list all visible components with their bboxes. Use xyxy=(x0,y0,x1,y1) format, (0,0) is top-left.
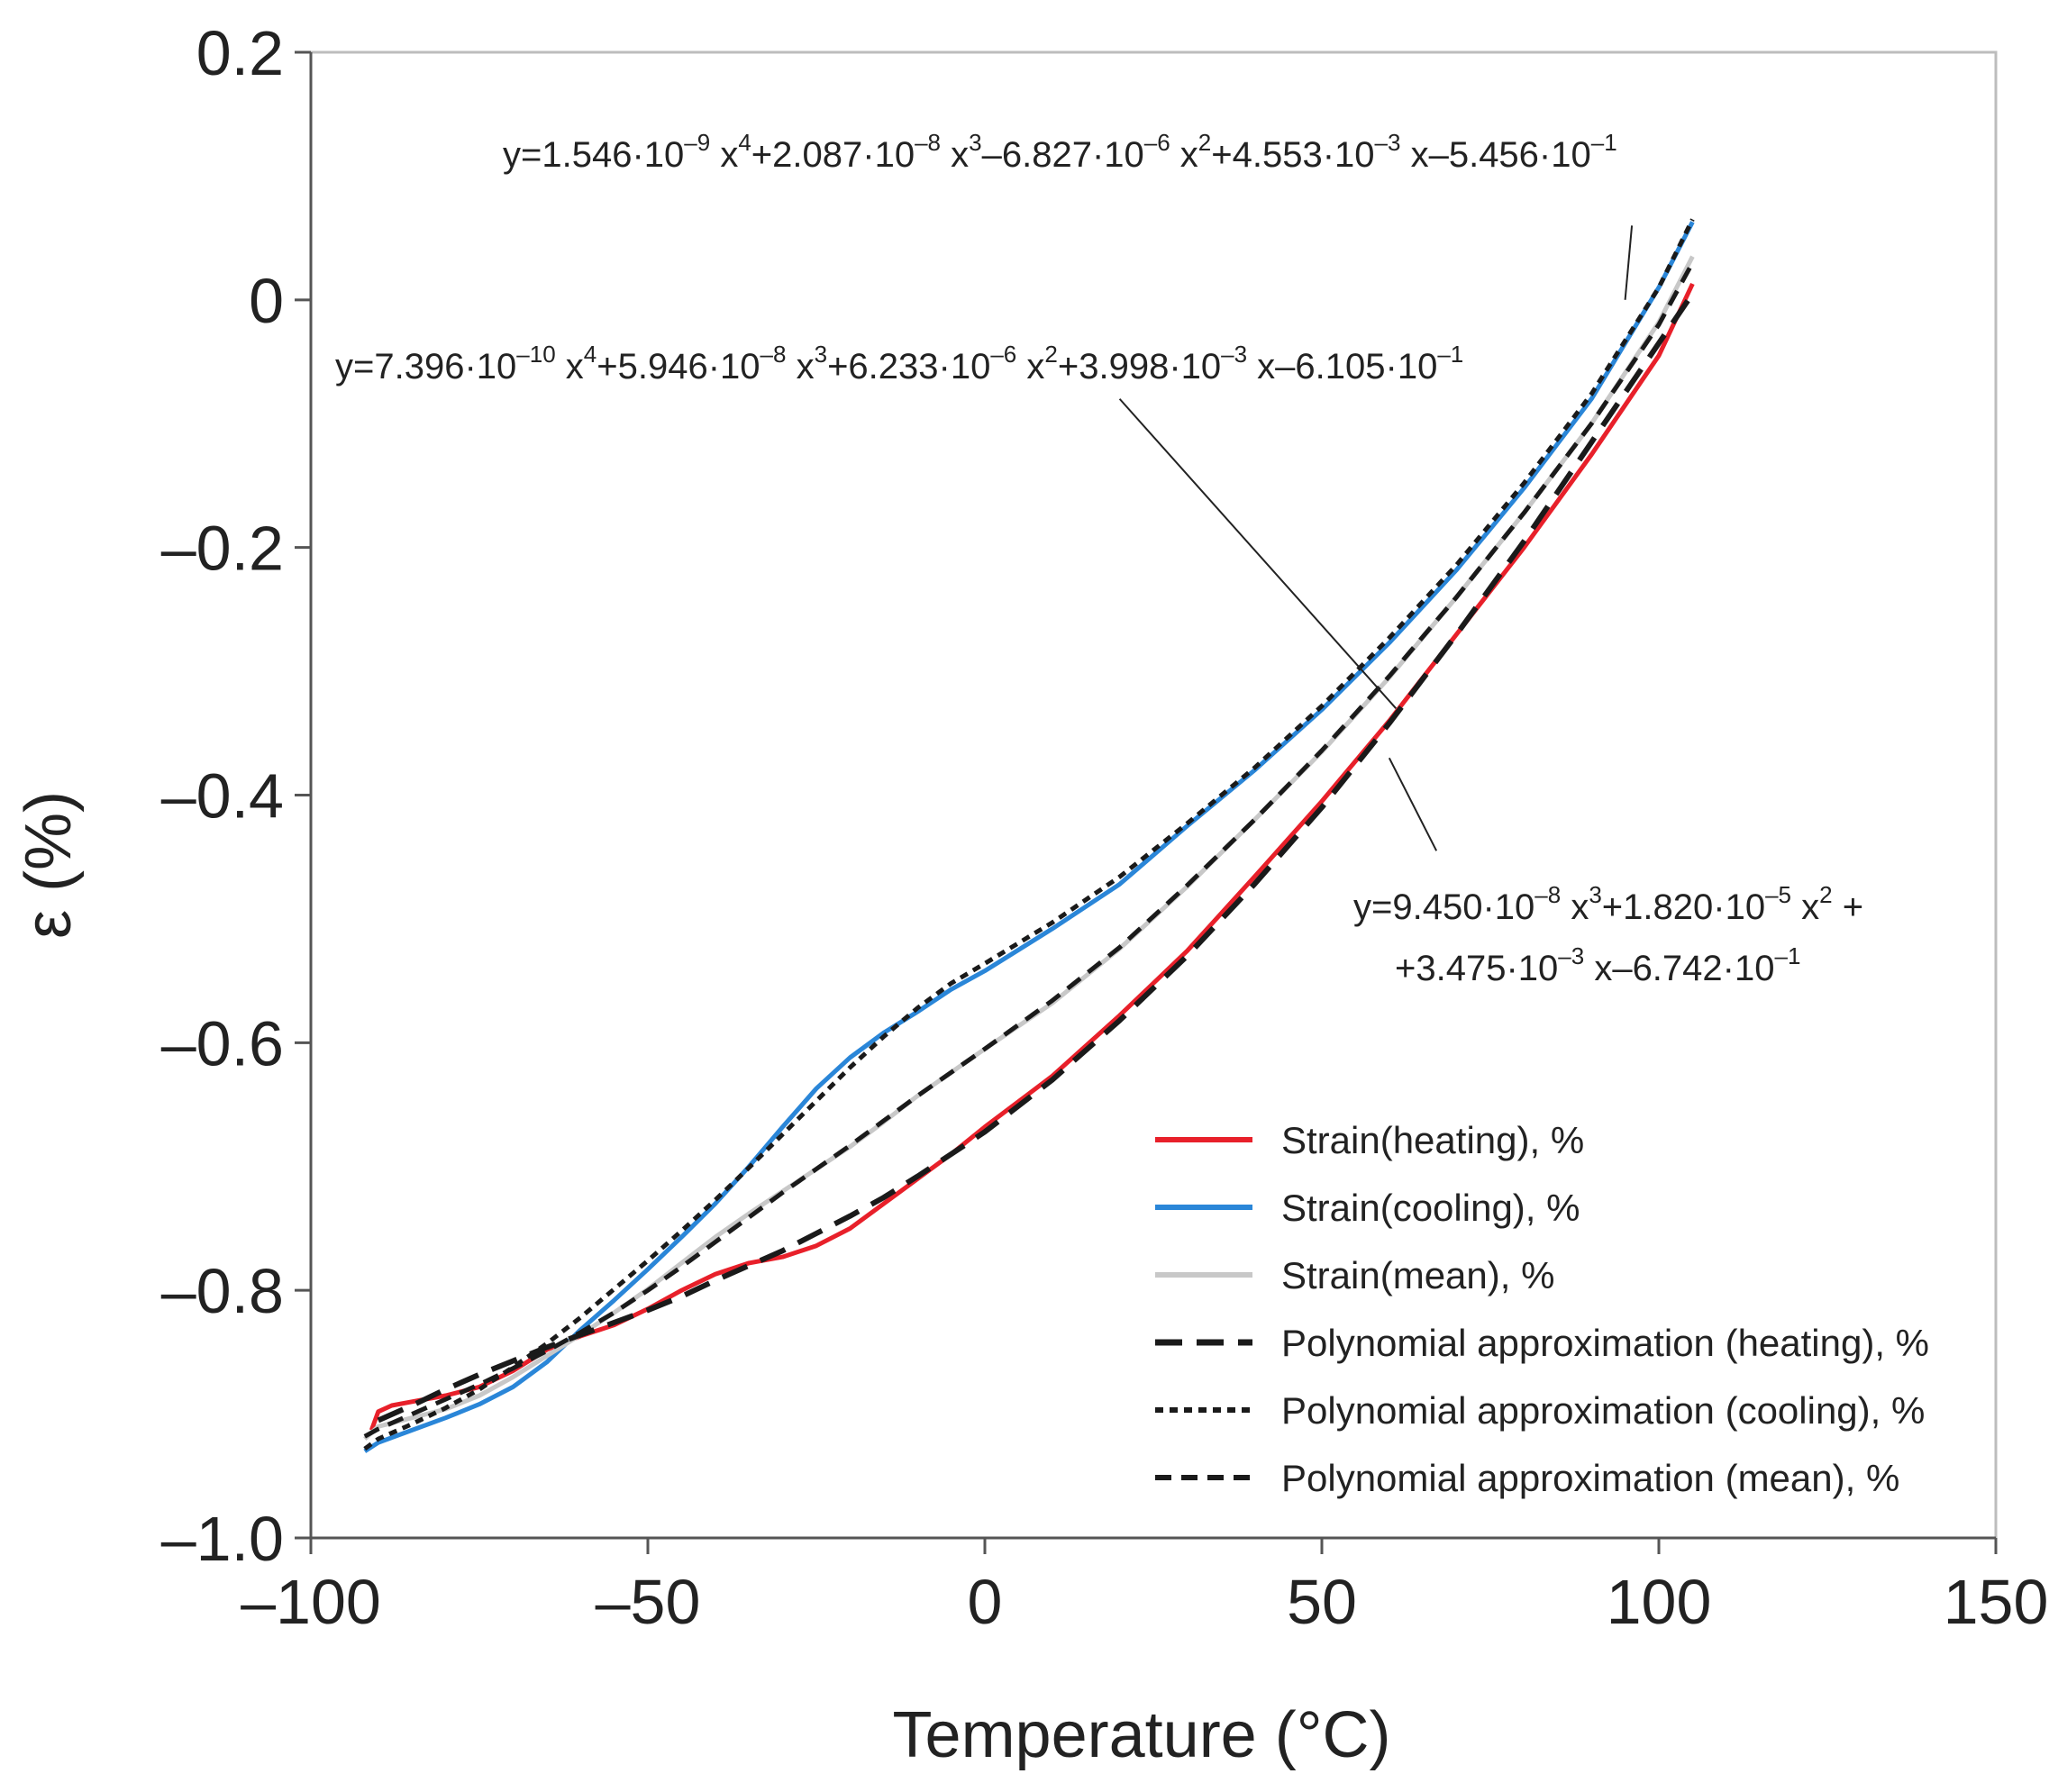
y-tick-label: –1.0 xyxy=(161,1504,284,1574)
series-line-4 xyxy=(363,218,1695,1451)
y-tick-label: –0.8 xyxy=(161,1256,284,1326)
annotation-heating-eq-2: +3.475·10–3 x–6.742·10–1 xyxy=(1395,942,1800,988)
legend-label-3: Polynomial approximation (heating), % xyxy=(1281,1322,1929,1364)
y-axis-title: ε (%) xyxy=(13,791,85,939)
x-tick-label: 0 xyxy=(968,1567,1003,1637)
y-tick-label: 0 xyxy=(249,266,284,336)
annotation-leader-line xyxy=(1118,398,1398,709)
y-tick-label: 0.2 xyxy=(196,18,284,88)
x-axis-title: Temperature (°C) xyxy=(893,1699,1391,1771)
series-lines xyxy=(363,218,1695,1453)
annotation-mean-eq: y=7.396·10–10 x4+5.946·10–8 x3+6.233·10–… xyxy=(335,341,1463,387)
legend-label-1: Strain(cooling), % xyxy=(1281,1187,1580,1229)
x-tick-label: 50 xyxy=(1287,1567,1357,1637)
legend-label-0: Strain(heating), % xyxy=(1281,1119,1584,1161)
series-line-3 xyxy=(377,292,1695,1424)
x-tick-label: 100 xyxy=(1607,1567,1712,1637)
axes xyxy=(295,50,1998,1554)
y-tick-label: –0.4 xyxy=(161,761,284,832)
x-tick-label: 150 xyxy=(1944,1567,2049,1637)
equation-annotations: y=1.546·10–9 x4+2.087·10–8 x3–6.827·10–6… xyxy=(335,129,1863,988)
x-tick-label: –50 xyxy=(596,1567,701,1637)
plot-frame xyxy=(309,50,1998,1540)
y-tick-label: –0.6 xyxy=(161,1008,284,1078)
series-line-1 xyxy=(363,221,1695,1453)
x-tick-label: –100 xyxy=(241,1567,381,1637)
legend-label-4: Polynomial approximation (cooling), % xyxy=(1281,1389,1925,1432)
annotation-heating-eq-1: y=9.450·10–8 x3+1.820·10–5 x2 + xyxy=(1353,881,1863,927)
annotation-leader-line xyxy=(1388,757,1438,851)
annotation-cooling-eq: y=1.546·10–9 x4+2.087·10–8 x3–6.827·10–6… xyxy=(503,129,1617,175)
series-line-5 xyxy=(363,261,1695,1439)
y-tick-label: –0.2 xyxy=(161,514,284,584)
tick-labels: –100 –50 0 50 100 150 0.2 0 –0.2 –0.4 –0.6 –0.8 –1.0 xyxy=(161,18,2049,1637)
annotation-leader-line xyxy=(1624,225,1634,300)
legend-label-2: Strain(mean), % xyxy=(1281,1254,1554,1296)
legend-label-5: Polynomial approximation (mean), % xyxy=(1281,1457,1899,1499)
legend: Strain(heating), % Strain(cooling), % Stra… xyxy=(1155,1119,1929,1499)
